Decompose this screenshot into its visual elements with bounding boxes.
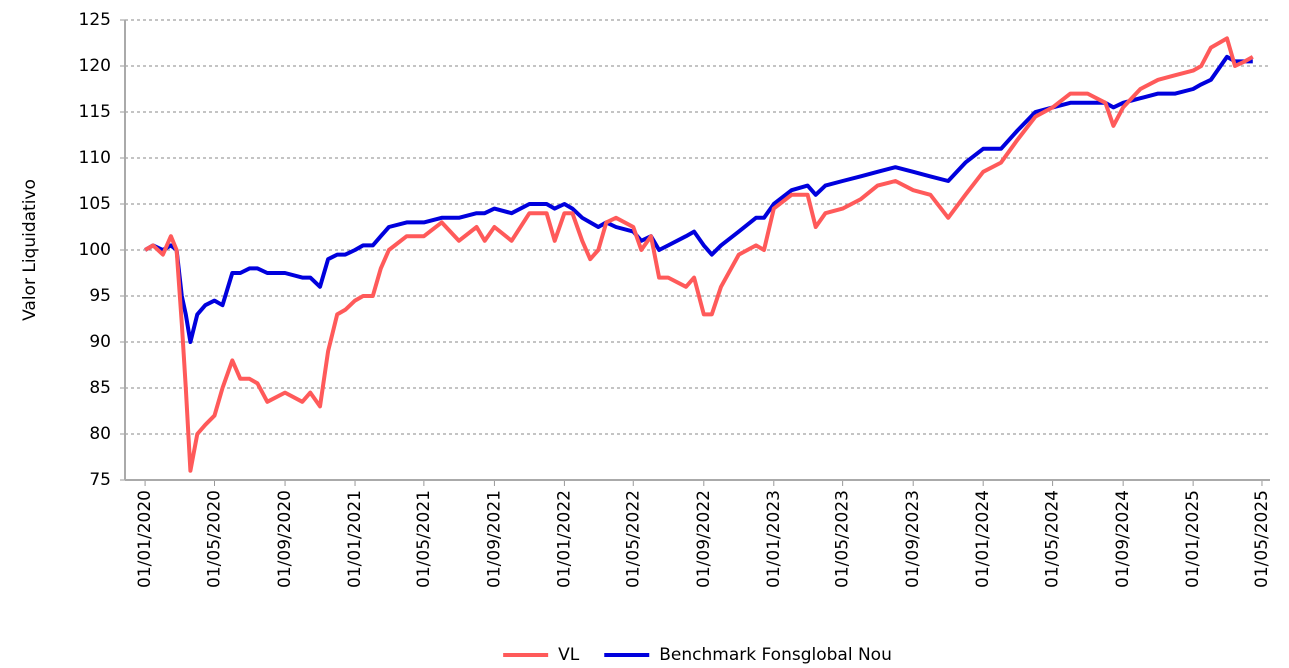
y-tick-label: 80 bbox=[89, 424, 111, 444]
x-tick-label: 01/05/2021 bbox=[414, 490, 434, 588]
x-tick-label: 01/05/2023 bbox=[833, 490, 853, 588]
legend: VL Benchmark Fonsglobal Nou bbox=[503, 645, 892, 665]
y-tick-label: 75 bbox=[89, 470, 111, 490]
x-tick-label: 01/01/2021 bbox=[345, 490, 365, 588]
x-tick-label: 01/01/2022 bbox=[554, 490, 574, 588]
x-tick-label: 01/09/2020 bbox=[275, 490, 295, 588]
legend-label: VL bbox=[558, 645, 580, 665]
x-tick-label: 01/01/2023 bbox=[764, 490, 784, 588]
legend-label: Benchmark Fonsglobal Nou bbox=[659, 645, 892, 665]
x-tick-label: 01/05/2024 bbox=[1043, 490, 1063, 588]
y-tick-label: 100 bbox=[79, 240, 111, 260]
y-tick-label: 120 bbox=[79, 56, 111, 76]
line-series bbox=[144, 36, 1254, 473]
x-tick-label: 01/05/2022 bbox=[623, 490, 643, 588]
x-tick-label: 01/05/2020 bbox=[204, 490, 224, 588]
x-tick-label: 01/01/2024 bbox=[973, 490, 993, 588]
x-tick-label: 01/01/2020 bbox=[135, 490, 155, 588]
y-tick-label: 110 bbox=[79, 148, 111, 168]
x-tick-label: 01/09/2024 bbox=[1113, 490, 1133, 588]
x-tick-label: 01/09/2022 bbox=[694, 490, 714, 588]
y-tick-label: 95 bbox=[89, 286, 111, 306]
y-tick-label: 85 bbox=[89, 378, 111, 398]
x-tick-label: 01/09/2021 bbox=[484, 490, 504, 588]
y-tick-label: 125 bbox=[79, 10, 111, 30]
y-tick-label: 105 bbox=[79, 194, 111, 214]
x-tick-label: 01/01/2025 bbox=[1183, 490, 1203, 588]
x-tick-label: 01/09/2023 bbox=[903, 490, 923, 588]
y-tick-label: 90 bbox=[89, 332, 111, 352]
y-tick-label: 115 bbox=[79, 102, 111, 122]
x-tick-label: 01/05/2025 bbox=[1252, 490, 1272, 588]
y-axis-label: Valor Liquidativo bbox=[20, 179, 40, 321]
